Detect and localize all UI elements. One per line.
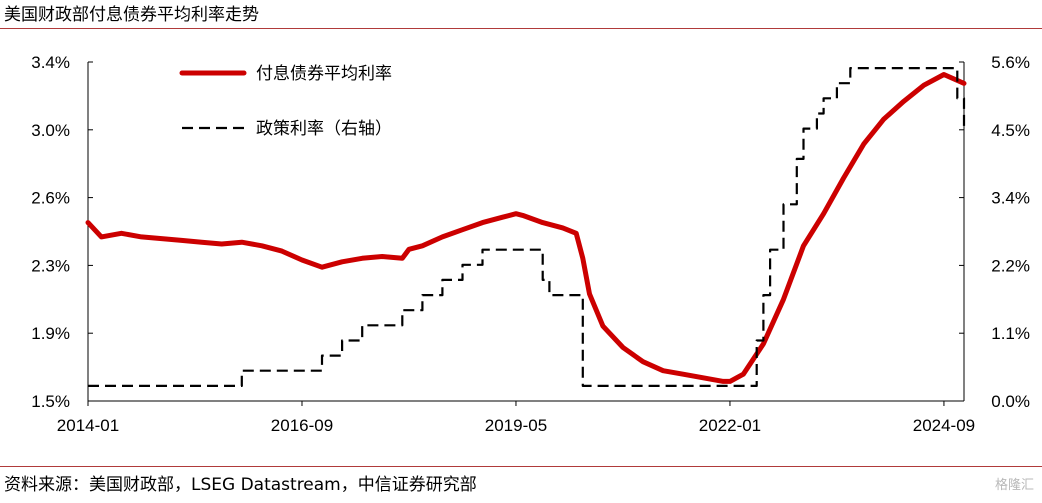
legend-label-policy-rate: 政策利率（右轴） <box>256 119 392 139</box>
y-left-tick-label: 1.5% <box>31 392 70 411</box>
y-right-tick-label: 5.6% <box>991 53 1030 72</box>
y-left-tick-label: 3.4% <box>31 53 70 72</box>
chart-axes <box>87 62 965 402</box>
title-divider <box>0 28 1042 29</box>
y-left-tick-label: 2.3% <box>31 256 70 275</box>
y-right-tick-label: 4.5% <box>991 121 1030 140</box>
y-left-axis-ticks: 3.4% 3.0% 2.6% 2.3% 1.9% 1.5% <box>31 53 93 411</box>
y-left-tick-label: 2.6% <box>31 189 70 208</box>
y-left-tick-label: 1.9% <box>31 324 70 343</box>
chart-title: 美国财政部付息债券平均利率走势 <box>4 5 259 25</box>
line-chart: 2014-01 2016-09 2019-05 2022-01 2024-09 3.4%… <box>31 53 1030 435</box>
x-tick-label: 2014-01 <box>57 416 119 435</box>
x-tick-label: 2019-05 <box>485 416 547 435</box>
x-tick-label: 2016-09 <box>271 416 333 435</box>
y-left-tick-label: 3.0% <box>31 121 70 140</box>
watermark-logo: 格隆汇 <box>994 478 1034 493</box>
y-right-tick-label: 0.0% <box>991 392 1030 411</box>
source-note: 资料来源：美国财政部，LSEG Datastream，中信证券研究部 <box>4 475 477 495</box>
x-tick-label: 2024-09 <box>913 416 975 435</box>
avg-rate-line <box>85 72 967 384</box>
policy-rate-line <box>88 67 966 387</box>
y-right-tick-label: 3.4% <box>991 189 1030 208</box>
legend-label-avg-rate: 付息债券平均利率 <box>256 64 392 84</box>
y-right-axis-ticks: 5.6% 4.5% 3.4% 2.2% 1.1% 0.0% <box>959 53 1030 411</box>
x-tick-label: 2022-01 <box>699 416 761 435</box>
y-right-tick-label: 1.1% <box>991 324 1030 343</box>
source-divider <box>0 466 1042 467</box>
y-right-tick-label: 2.2% <box>991 256 1030 275</box>
chart-series <box>85 67 967 387</box>
x-axis-ticks: 2014-01 2016-09 2019-05 2022-01 2024-09 <box>57 401 975 435</box>
